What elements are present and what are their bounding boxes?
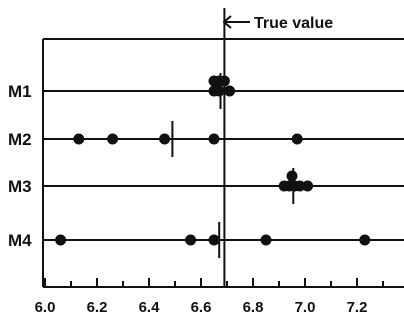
data-point-m4: [208, 234, 220, 246]
row-label-m3: M3: [8, 177, 32, 196]
data-point-m1: [224, 85, 236, 97]
mean-markers: [171, 73, 295, 258]
data-point-m4: [260, 234, 272, 246]
x-tick-label: 6.0: [35, 299, 56, 316]
data-point-m1: [218, 75, 230, 87]
x-tick-label: 6.4: [139, 299, 161, 316]
row-label-m2: M2: [8, 130, 32, 149]
x-tick-label: 6.8: [243, 299, 264, 316]
data-point-m1: [213, 85, 225, 97]
data-point-m2: [208, 133, 220, 145]
data-point-m3: [302, 180, 314, 192]
data-point-m3: [294, 180, 306, 192]
data-point-m4: [55, 234, 67, 246]
data-point-m2: [159, 133, 171, 145]
annotation-label: True value: [254, 15, 333, 32]
row-label-m1: M1: [8, 82, 32, 101]
x-axis: 6.0 6.2 6.4 6.6 6.8 7.0 7.2: [35, 39, 404, 316]
data-points: [55, 75, 371, 246]
x-tick-label: 6.6: [191, 299, 212, 316]
annotation-arrow-head: [222, 15, 232, 29]
x-tick-label: 6.2: [87, 299, 108, 316]
data-point-m4: [359, 234, 371, 246]
row-labels: M1 M2 M3 M4: [8, 82, 32, 250]
x-tick-label: 7.2: [347, 299, 368, 316]
data-point-m2: [291, 133, 303, 145]
data-point-m4: [185, 234, 197, 246]
row-label-m4: M4: [8, 231, 32, 250]
data-point-m2: [107, 133, 119, 145]
data-point-m3: [286, 170, 298, 182]
x-tick-label: 7.0: [295, 299, 316, 316]
true-value-annotation: True value: [222, 15, 333, 32]
data-point-m2: [73, 133, 85, 145]
